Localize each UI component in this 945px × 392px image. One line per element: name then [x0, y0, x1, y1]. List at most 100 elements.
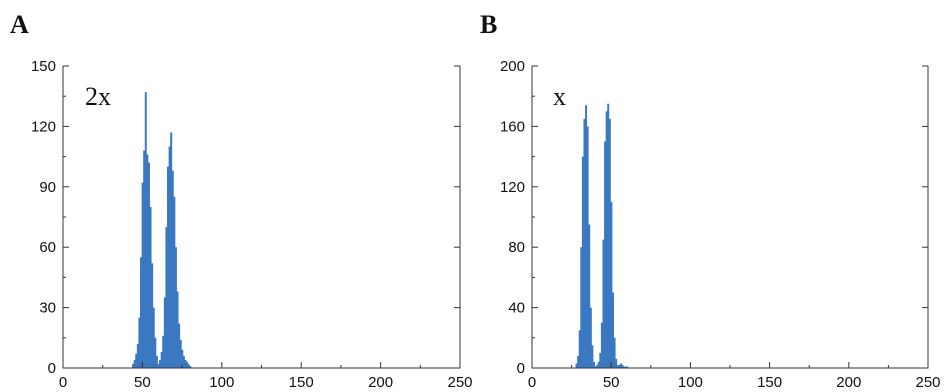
histogram-bar-b — [624, 366, 627, 368]
histogram-bar-a — [184, 359, 187, 368]
histogram-bar-a — [170, 132, 173, 368]
histogram-bar-b — [602, 239, 605, 368]
histogram-bar-b — [599, 352, 602, 368]
histogram-bar-a — [176, 291, 179, 368]
histogram-bar-b — [626, 366, 629, 368]
histogram-bar-a — [147, 162, 150, 368]
histogram-bar-b — [581, 156, 584, 368]
panel-b-inset-label: x — [553, 82, 566, 111]
panel-b-label: B — [480, 10, 498, 39]
y-tick-label-a: 30 — [39, 300, 56, 317]
histogram-bar-a — [152, 307, 155, 368]
histogram-bar-b — [585, 105, 588, 368]
x-tick-label-a: 250 — [447, 374, 472, 391]
histogram-bar-a — [140, 257, 143, 368]
x-tick-label-b: 100 — [678, 374, 703, 391]
histogram-bar-b — [615, 358, 618, 368]
histogram-bar-a — [151, 263, 154, 368]
histogram-bar-b — [605, 111, 608, 369]
histogram-bar-a — [146, 154, 149, 368]
histogram-bar-b — [619, 363, 622, 368]
histogram-bar-a — [187, 363, 190, 368]
histogram-bar-b — [610, 201, 613, 368]
histogram-bar-b — [575, 363, 578, 368]
y-tick-label-a: 60 — [39, 239, 56, 256]
x-tick-label-a: 100 — [209, 374, 234, 391]
histogram-bar-a — [168, 146, 171, 368]
histogram-bar-b — [591, 345, 594, 368]
histogram-bar-a — [136, 343, 139, 368]
histogram-bar-a — [174, 247, 177, 368]
histogram-bar-b — [607, 103, 610, 368]
histogram-bar-b — [623, 366, 626, 368]
x-tick-label-a: 0 — [59, 374, 67, 391]
y-tick-label-b: 40 — [508, 300, 525, 317]
x-tick-label-b: 250 — [915, 374, 940, 391]
x-tick-label-a: 200 — [368, 374, 393, 391]
histogram-bar-a — [173, 196, 176, 368]
histogram-bar-b — [596, 364, 599, 368]
histogram-bar-b — [589, 307, 592, 368]
histogram-bar-b — [611, 292, 614, 368]
histogram-bar-a — [143, 150, 146, 368]
panel-a-inset-label: 2x — [85, 82, 111, 111]
histogram-bar-b — [583, 118, 586, 368]
y-tick-label-a: 120 — [31, 118, 56, 135]
y-tick-label-b: 200 — [500, 58, 525, 75]
y-tick-label-a: 150 — [31, 58, 56, 75]
histogram-bar-a — [163, 297, 166, 368]
histogram-bar-a — [159, 359, 162, 368]
y-tick-label-a: 0 — [48, 360, 56, 377]
histogram-bar-b — [613, 337, 616, 368]
histogram-bar-a — [160, 351, 163, 368]
histogram-bar-b — [577, 355, 580, 368]
y-tick-label-b: 160 — [500, 118, 525, 135]
y-tick-label-a: 90 — [39, 179, 56, 196]
histogram-bar-b — [578, 330, 581, 368]
y-tick-label-b: 80 — [508, 239, 525, 256]
histogram-bar-a — [171, 170, 174, 368]
x-tick-label-b: 0 — [528, 374, 536, 391]
y-tick-label-b: 120 — [500, 179, 525, 196]
histogram-bar-a — [162, 335, 165, 368]
histogram-bar-b — [592, 361, 595, 368]
histogram-bar-b — [580, 247, 583, 368]
chart-panel-a: 0 30 60 90 120 150 0 50 100 150 200 250 — [31, 58, 473, 391]
x-tick-label-b: 50 — [603, 374, 620, 391]
histogram-bar-b — [600, 322, 603, 368]
axis-frame-a — [62, 66, 461, 369]
histogram-bar-a — [138, 317, 141, 368]
histogram-bar-a — [167, 166, 170, 368]
histogram-bar-a — [154, 337, 157, 368]
histogram-bar-b — [608, 118, 611, 368]
histogram-bar-a — [155, 355, 158, 368]
histogram-bar-b — [616, 364, 619, 368]
panel-a-label: A — [10, 10, 29, 39]
chart-panel-b: 0 40 80 120 160 200 0 50 100 150 200 250 — [500, 58, 941, 391]
x-tick-label-b: 150 — [757, 374, 782, 391]
histogram-bar-b — [586, 126, 589, 369]
histogram-bar-a — [144, 92, 147, 368]
histogram-bar-a — [132, 363, 135, 368]
histogram-bar-a — [141, 182, 144, 368]
histogram-bar-a — [178, 323, 181, 368]
histogram-bar-a — [182, 355, 185, 368]
histogram-bar-a — [157, 363, 160, 368]
histogram-bar-a — [135, 353, 138, 368]
histogram-bar-b — [621, 364, 624, 368]
x-tick-label-a: 50 — [134, 374, 151, 391]
histogram-bar-a — [133, 359, 136, 368]
histogram-bar-a — [181, 349, 184, 368]
histogram-bar-a — [186, 361, 189, 368]
histogram-bar-b — [597, 361, 600, 368]
y-tick-label-b: 0 — [517, 360, 525, 377]
histogram-bar-b — [594, 366, 597, 368]
histogram-bar-a — [165, 227, 168, 368]
x-tick-label-a: 150 — [289, 374, 314, 391]
histogram-bar-b — [604, 141, 607, 368]
histogram-bar-a — [189, 365, 192, 368]
histogram-bar-b — [618, 364, 621, 368]
x-tick-label-b: 200 — [836, 374, 861, 391]
histogram-bar-b — [588, 224, 591, 368]
